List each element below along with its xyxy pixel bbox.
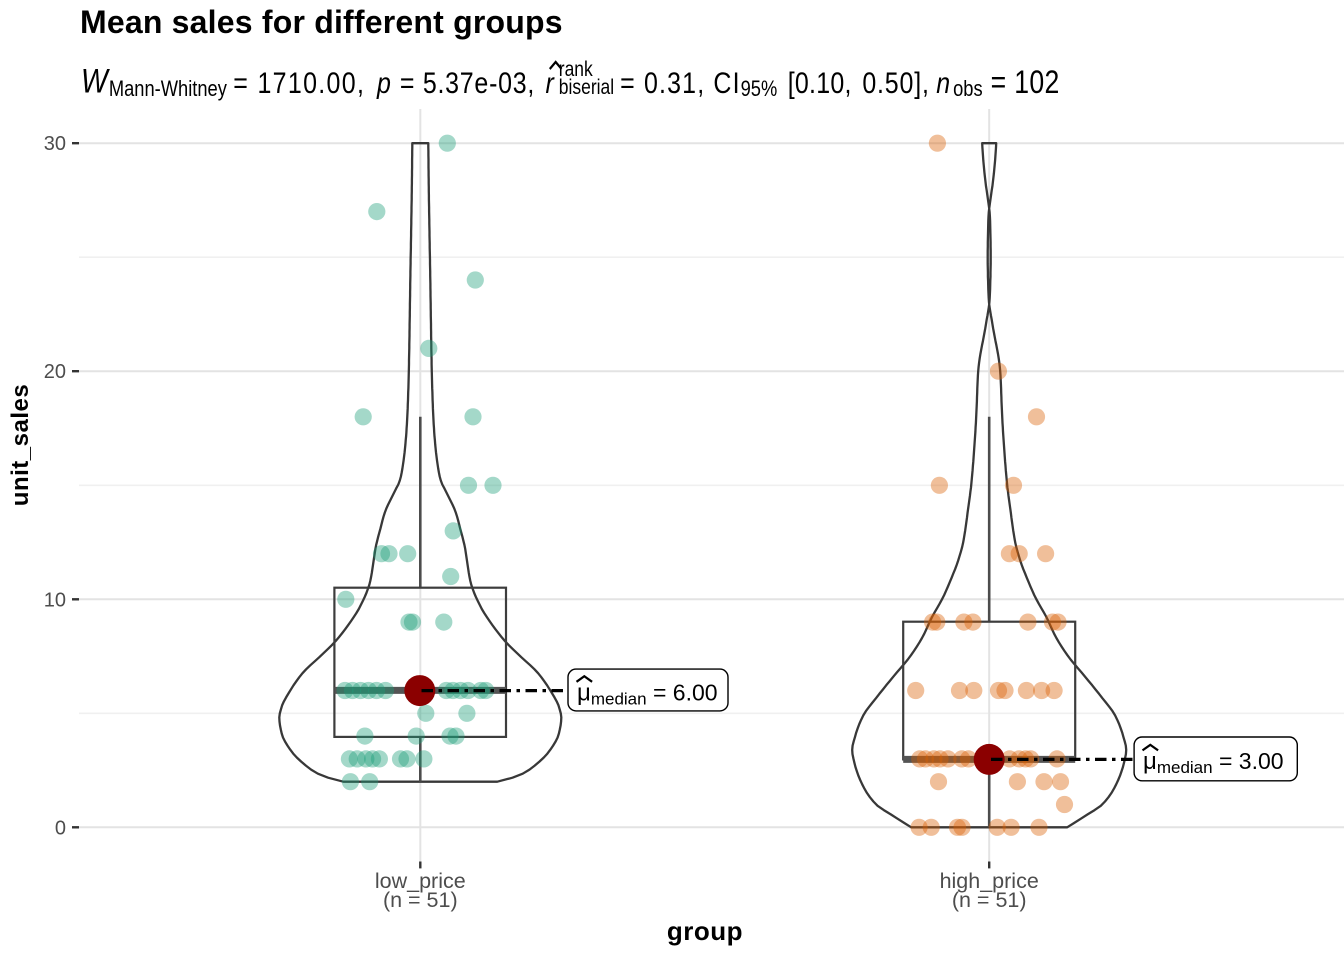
svg-text:(n = 51): (n = 51): [952, 888, 1027, 912]
svg-text:low_price: low_price: [375, 869, 466, 893]
svg-text:20: 20: [44, 361, 66, 383]
svg-text:10: 10: [44, 589, 66, 611]
svg-text:μmedian = 3.00: μmedian = 3.00: [1143, 748, 1284, 777]
svg-text:high_price: high_price: [940, 869, 1039, 893]
svg-text:unit_sales: unit_sales: [7, 384, 34, 506]
svg-text:group: group: [667, 916, 743, 946]
svg-text:(n = 51): (n = 51): [383, 888, 458, 912]
svg-text:0: 0: [55, 817, 66, 839]
svg-text:30: 30: [44, 133, 66, 155]
